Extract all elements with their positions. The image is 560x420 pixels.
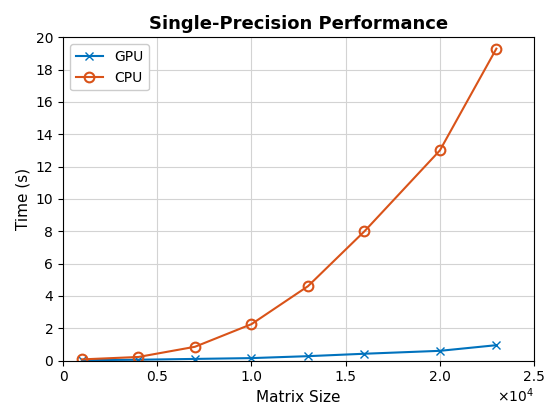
CPU xyxy=(192,344,198,349)
CPU xyxy=(361,229,368,234)
GPU xyxy=(436,348,443,353)
CPU xyxy=(493,46,500,51)
Line: CPU: CPU xyxy=(77,44,501,364)
GPU xyxy=(361,351,368,356)
GPU xyxy=(248,356,255,361)
GPU xyxy=(305,354,311,359)
GPU xyxy=(135,357,142,362)
Legend: GPU, CPU: GPU, CPU xyxy=(70,44,149,90)
CPU xyxy=(135,354,142,360)
CPU xyxy=(436,148,443,153)
X-axis label: Matrix Size: Matrix Size xyxy=(256,390,341,405)
CPU xyxy=(248,322,255,327)
Title: Single-Precision Performance: Single-Precision Performance xyxy=(149,15,448,33)
GPU xyxy=(78,358,85,363)
CPU xyxy=(305,284,311,289)
GPU xyxy=(192,357,198,362)
CPU xyxy=(78,357,85,362)
GPU xyxy=(493,343,500,348)
Text: $\times10^4$: $\times10^4$ xyxy=(497,386,534,405)
Y-axis label: Time (s): Time (s) xyxy=(15,168,30,230)
Line: GPU: GPU xyxy=(78,341,501,365)
